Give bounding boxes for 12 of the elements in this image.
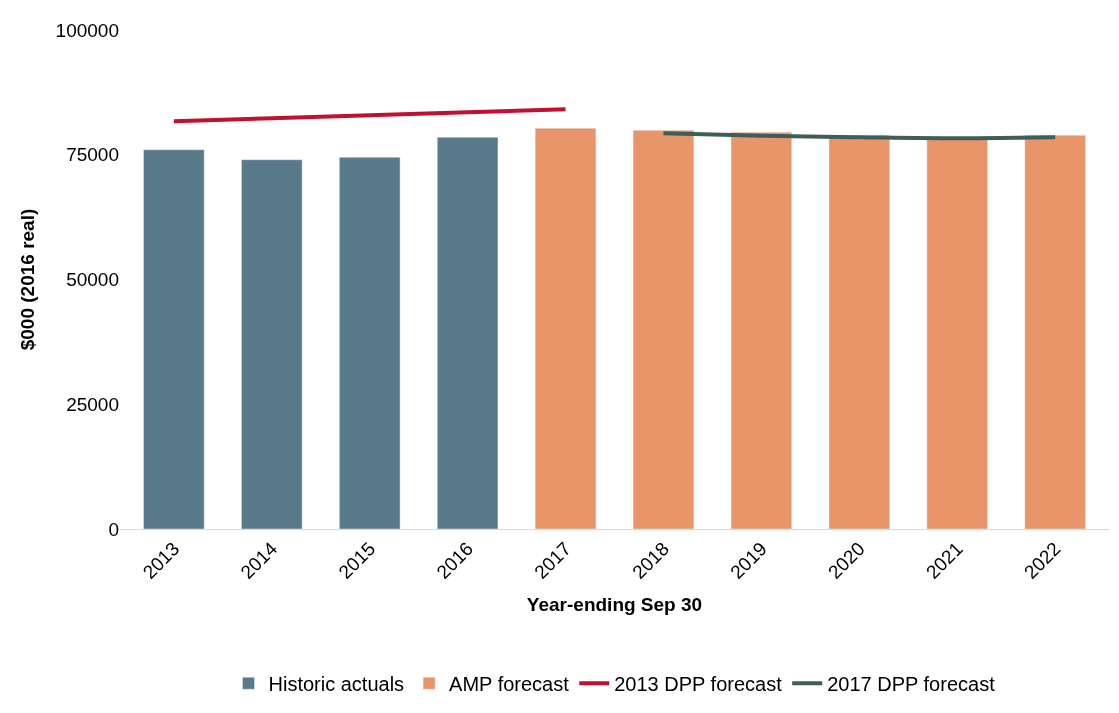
line-series — [171, 107, 568, 124]
y-tick-label: 25000 — [66, 393, 119, 415]
y-axis-title: $000 (2016 real) — [17, 208, 39, 351]
y-tick-label: 75000 — [66, 144, 119, 166]
legend-label: Historic actuals — [268, 673, 405, 696]
y-tick-label: 0 — [108, 518, 119, 540]
x-axis-title: Year-ending Sep 30 — [526, 593, 703, 615]
legend-label: AMP forecast — [449, 673, 570, 696]
y-tick-label: 100000 — [55, 19, 119, 41]
y-tick-label: 50000 — [66, 269, 119, 291]
legend-label: 2017 DPP forecast — [827, 673, 996, 696]
legend-label: 2013 DPP forecast — [614, 673, 783, 696]
